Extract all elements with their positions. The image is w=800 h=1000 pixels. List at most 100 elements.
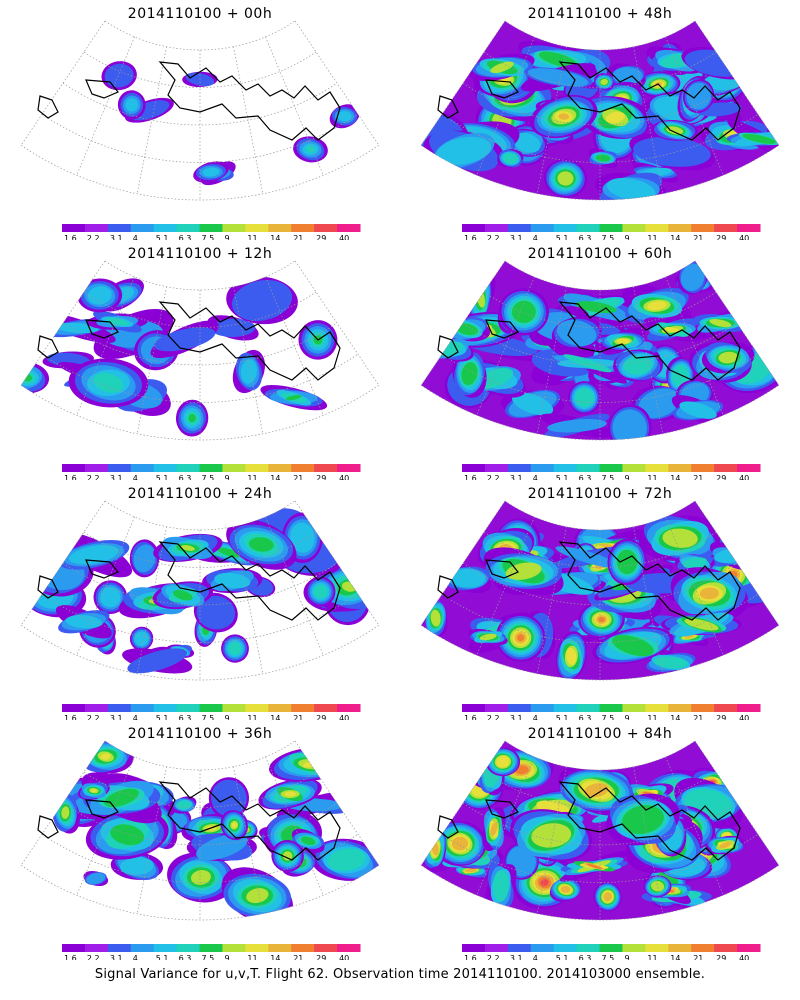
- variance-contour: [547, 419, 607, 433]
- colorbar-swatch: [176, 944, 201, 952]
- parallel-line: [83, 531, 317, 568]
- parallel-line: [104, 740, 296, 771]
- coastline: [437, 541, 741, 621]
- variance-contour: [133, 544, 156, 573]
- colorbar-tick-label: 4: [133, 234, 138, 240]
- colorbar-swatch: [245, 704, 269, 712]
- parallel-line: [41, 353, 359, 403]
- colorbar-tick-label: 40: [339, 714, 349, 720]
- colorbar-tick-label: 21: [693, 714, 703, 720]
- colorbar-swatch: [714, 224, 738, 232]
- colorbar-tick-label: 2.2: [487, 954, 500, 960]
- graticule: [420, 260, 780, 441]
- colorbar-tick-label: 5.1: [156, 954, 169, 960]
- colorbar-swatch: [84, 944, 109, 952]
- colorbar-tick-label: 29: [316, 714, 326, 720]
- variance-contour: [574, 388, 594, 408]
- variance-contour: [461, 362, 478, 386]
- variance-contour: [502, 153, 518, 164]
- variance-contour: [188, 413, 196, 423]
- variance-contour: [285, 394, 302, 401]
- colorbar-swatch: [176, 704, 201, 712]
- meridian-line: [476, 276, 535, 416]
- coastline: [437, 301, 741, 381]
- colorbar-swatch: [222, 224, 246, 232]
- colorbar-tick-label: 5.1: [156, 714, 169, 720]
- meridian-line: [536, 46, 567, 194]
- meridian-line: [694, 500, 780, 626]
- variance-contour: [490, 61, 514, 74]
- meridian-line: [76, 756, 135, 896]
- parallel-line: [41, 833, 359, 883]
- colorbar-tick-label: 6.3: [179, 954, 192, 960]
- colorbar-tick-label: 1.6: [64, 954, 77, 960]
- colorbar-tick-label: 7.5: [602, 234, 615, 240]
- parallel-line: [441, 593, 759, 643]
- colorbar-tick-label: 21: [693, 954, 703, 960]
- variance-contour: [638, 388, 680, 419]
- colorbar-swatch: [530, 464, 555, 472]
- colorbar-swatch: [530, 704, 555, 712]
- colorbar-swatch: [484, 224, 509, 232]
- variance-contour: [563, 354, 612, 373]
- coastline: [437, 61, 741, 141]
- variance-contour: [686, 82, 711, 110]
- meridian-line: [76, 36, 135, 176]
- parallel-line: [483, 771, 717, 808]
- colorbar-swatch: [130, 464, 155, 472]
- coastline: [37, 541, 341, 621]
- colorbar-swatch: [222, 704, 246, 712]
- colorbar: 1.6 2.2 3.1 4 5.1 6.3 7.5 9 11 14 21 29 40: [62, 224, 361, 240]
- colorbar-tick-label: 11: [247, 234, 257, 240]
- colorbar-tick-label: 1.6: [64, 234, 77, 240]
- variance-contour: [337, 111, 352, 122]
- meridian-line: [136, 46, 167, 194]
- variance-contour: [105, 317, 129, 326]
- colorbar-tick-label: 7.5: [602, 474, 615, 480]
- colorbar-swatch: [553, 464, 578, 472]
- variance-contour: [305, 145, 316, 153]
- colorbar-swatch: [130, 224, 155, 232]
- variance-contour: [612, 635, 654, 657]
- variance-contour: [228, 641, 242, 656]
- panel-title: 2014110100 + 36h: [127, 726, 273, 742]
- colorbar-tick-label: 29: [716, 234, 726, 240]
- colorbar-tick-label: 3.1: [110, 714, 123, 720]
- colorbar-swatch: [714, 944, 738, 952]
- colorbar-swatch: [130, 944, 155, 952]
- colorbar-tick-label: 6.3: [179, 234, 192, 240]
- parallel-line: [420, 865, 780, 921]
- colorbar: 1.6 2.2 3.1 4 5.1 6.3 7.5 9 11 14 21 29 40: [462, 224, 761, 240]
- colorbar-swatch: [576, 224, 601, 232]
- variance-contour: [672, 364, 689, 387]
- meridian-line: [694, 740, 780, 866]
- variance-contour: [134, 631, 149, 646]
- map-plot: [420, 740, 780, 921]
- coastline: [37, 61, 341, 141]
- meridian-line: [476, 756, 535, 896]
- colorbar-tick-label: 21: [293, 954, 303, 960]
- variance-contour: [104, 788, 139, 808]
- colorbar-swatch: [176, 464, 201, 472]
- variance-contour: [605, 111, 625, 124]
- colorbar-tick-label: 14: [270, 474, 280, 480]
- meridian-line: [536, 766, 567, 914]
- parallel-line: [441, 833, 759, 883]
- meridian-line: [20, 500, 106, 626]
- variance-contour: [527, 68, 589, 87]
- variance-contour: [104, 63, 134, 88]
- variance-contour: [538, 51, 577, 68]
- variance-contour: [465, 868, 477, 873]
- colorbar-swatch: [291, 464, 315, 472]
- colorbar-swatch: [153, 704, 178, 712]
- colorbar-swatch: [130, 704, 155, 712]
- colorbar-tick-label: 11: [247, 714, 257, 720]
- colorbar-tick-label: 14: [670, 714, 680, 720]
- colorbar-swatch: [62, 464, 86, 472]
- variance-contour: [86, 872, 106, 885]
- colorbar-swatch: [314, 464, 338, 472]
- meridian-line: [694, 260, 780, 386]
- colorbar-swatch: [268, 704, 292, 712]
- panel-title: 2014110100 + 00h: [127, 6, 273, 22]
- parallel-line: [504, 500, 696, 531]
